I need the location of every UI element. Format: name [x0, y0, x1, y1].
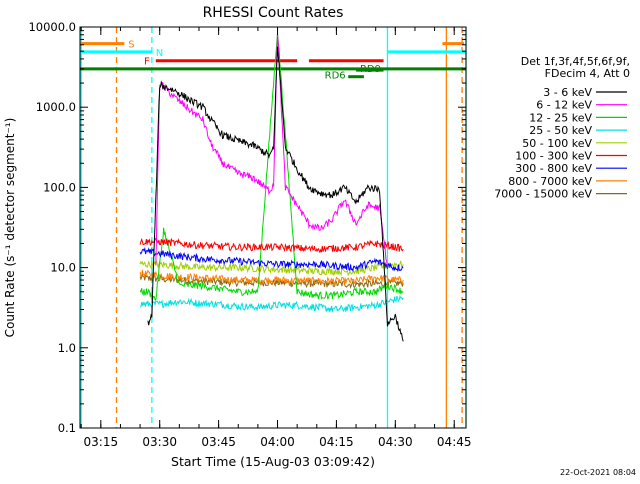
legend-entry: 25 - 50 keV: [529, 124, 592, 137]
flag-label: RD6: [325, 71, 346, 82]
y-tick-label: 1.0: [58, 341, 76, 355]
legend-entry: 3 - 6 keV: [543, 86, 592, 99]
legend-entry: 50 - 100 keV: [522, 137, 592, 150]
x-tick-label: 03:15: [84, 435, 119, 449]
legend-entry: 100 - 300 keV: [515, 150, 592, 163]
y-axis-label: Count Rate (s⁻¹ detector segment⁻¹): [3, 118, 17, 338]
flag-label: N: [156, 48, 163, 59]
x-tick-label: 04:00: [260, 435, 295, 449]
series-line: [140, 238, 403, 252]
legend-entry: 12 - 25 keV: [529, 111, 592, 124]
series-line: [148, 47, 403, 342]
x-tick-label: 03:30: [142, 435, 177, 449]
chart-title: RHESSI Count Rates: [203, 5, 344, 21]
footer-timestamp: 22-Oct-2021 08:04: [560, 468, 636, 477]
y-tick-label: 100.0: [43, 180, 76, 194]
x-tick-label: 04:15: [319, 435, 354, 449]
x-tick-label: 03:45: [201, 435, 236, 449]
x-tick-label: 04:45: [437, 435, 472, 449]
y-tick-label: 0.1: [58, 421, 76, 435]
series-line: [140, 296, 403, 312]
x-tick-label: 04:30: [378, 435, 413, 449]
legend-entry: 6 - 12 keV: [536, 99, 592, 112]
flag-label: RD9: [360, 64, 381, 75]
flag-label: S: [128, 40, 134, 51]
flag-label: F: [144, 57, 150, 68]
y-tick-label: 10.0: [50, 261, 76, 275]
legend-entry: 7000 - 15000 keV: [494, 188, 592, 201]
x-axis-label: Start Time (15-Aug-03 03:09:42): [171, 454, 375, 469]
y-tick-label: 1000.0: [36, 100, 76, 114]
legend-entry: 800 - 7000 keV: [508, 175, 592, 188]
y-tick-label: 10000.0: [28, 20, 76, 34]
legend-entry: 300 - 800 keV: [515, 162, 592, 175]
legend-header: FDecim 4, Att 0: [545, 67, 630, 80]
